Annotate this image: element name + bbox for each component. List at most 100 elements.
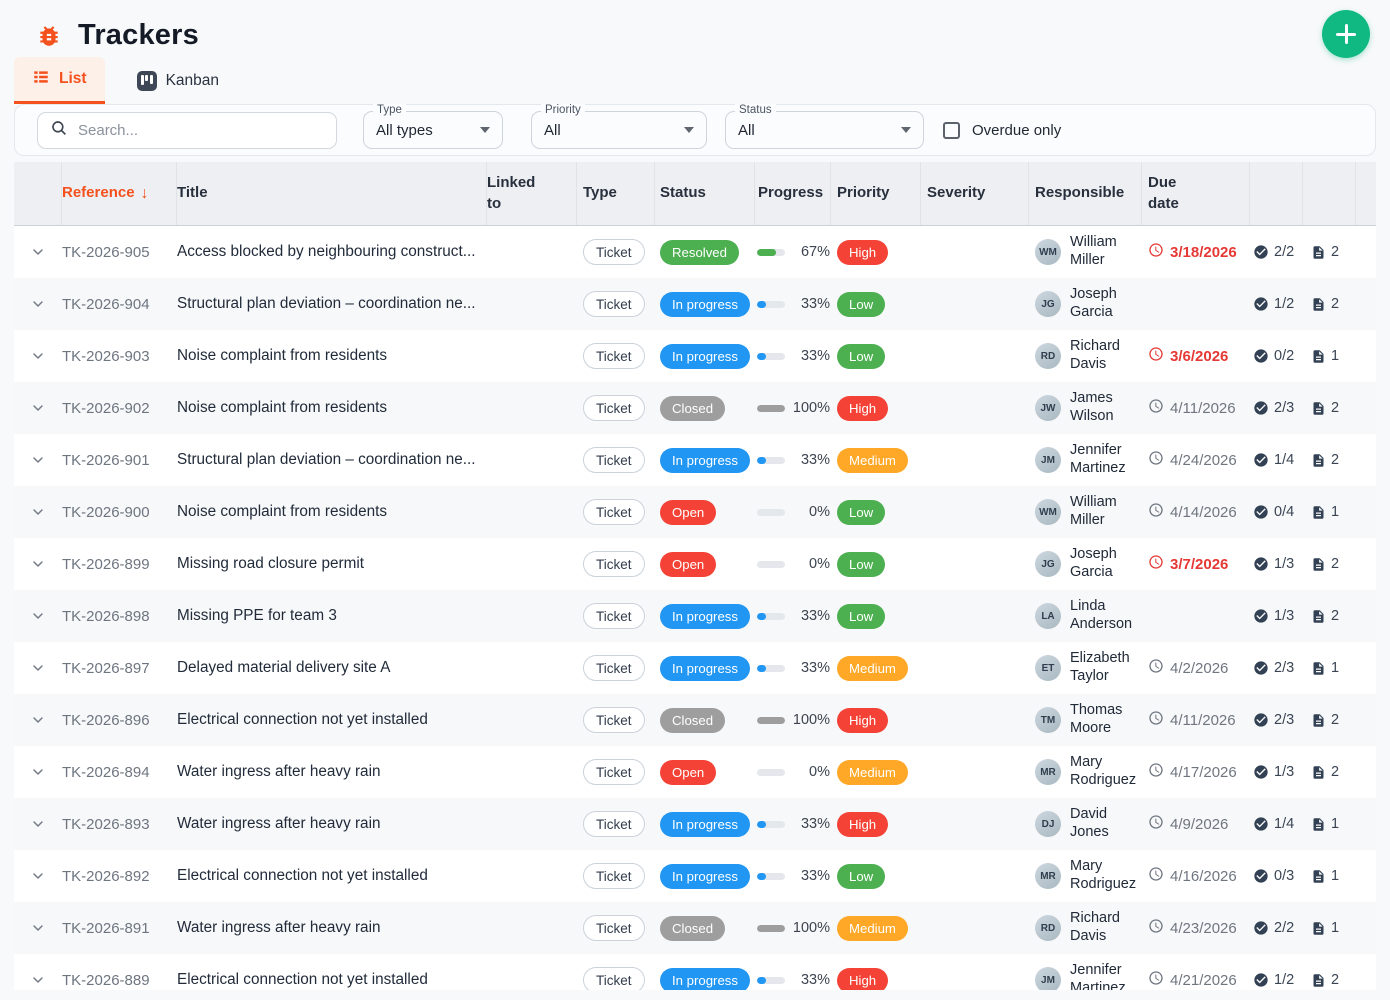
chevron-down-icon[interactable] [30,348,46,364]
progress-label: 33% [800,452,830,468]
docs-cell: 2 [1303,954,1356,990]
page-title: Trackers [78,19,199,51]
chevron-down-icon[interactable] [30,556,46,572]
header-end [1356,162,1376,225]
chevron-down-icon[interactable] [30,400,46,416]
priority-badge: High [837,707,889,733]
chevron-down-icon[interactable] [30,816,46,832]
header-status[interactable]: Status [655,162,755,225]
row-severity [921,902,1029,954]
table-row[interactable]: TK-2026-896 Electrical connection not ye… [14,694,1376,746]
progress-fill [757,248,776,256]
priority-badge: Low [837,551,886,577]
row-end-spacer [1356,798,1376,850]
progress-bar [757,768,785,776]
row-linked-to [487,330,577,382]
row-linked-to [487,538,577,590]
chevron-down-icon[interactable] [30,608,46,624]
header-reference[interactable]: Reference ↓ [62,162,177,225]
progress-fill [757,924,785,932]
due-date-cell: 4/17/2026 [1142,746,1250,798]
due-date: 3/18/2026 [1170,243,1237,261]
header-title[interactable]: Title [177,162,487,225]
checks-cell: 2/2 [1250,226,1303,278]
row-reference: TK-2026-898 [62,607,150,625]
chevron-down-icon[interactable] [30,764,46,780]
responsible-name: Joseph Garcia [1070,286,1117,320]
due-date: 4/14/2026 [1170,503,1237,521]
table-row[interactable]: TK-2026-904 Structural plan deviation – … [14,278,1376,330]
due-date-cell: 4/9/2026 [1142,798,1250,850]
chevron-down-icon[interactable] [30,712,46,728]
chevron-down-icon[interactable] [30,920,46,936]
row-linked-to [487,278,577,330]
row-end-spacer [1356,382,1376,434]
docs-count: 2 [1331,764,1340,780]
checks-cell: 2/3 [1250,642,1303,694]
list-icon [32,68,50,91]
row-title: Noise complaint from residents [177,399,387,416]
chevron-down-icon[interactable] [30,972,46,988]
priority-select[interactable]: Priority All [531,104,707,149]
due-date: 4/21/2026 [1170,971,1237,989]
tab-kanban-label: Kanban [165,71,220,89]
header-linked-to[interactable]: Linked to [487,162,577,225]
progress-label: 67% [800,244,830,260]
row-severity [921,278,1029,330]
avatar: MR [1035,863,1061,889]
header-progress[interactable]: Progress [755,162,831,225]
header-type[interactable]: Type [577,162,655,225]
header-responsible[interactable]: Responsible [1029,162,1142,225]
checks-count: 0/4 [1274,504,1295,520]
table-row[interactable]: TK-2026-894 Water ingress after heavy ra… [14,746,1376,798]
table-row[interactable]: TK-2026-892 Electrical connection not ye… [14,850,1376,902]
bug-icon [36,23,62,49]
header-priority[interactable]: Priority [831,162,921,225]
add-tracker-button[interactable] [1322,10,1370,58]
table-row[interactable]: TK-2026-901 Structural plan deviation – … [14,434,1376,486]
table-row[interactable]: TK-2026-900 Noise complaint from residen… [14,486,1376,538]
tab-list[interactable]: List [14,57,105,104]
type-chip: Ticket [583,499,645,525]
docs-cell: 1 [1303,850,1356,902]
status-badge: Open [660,551,717,577]
chevron-down-icon[interactable] [30,660,46,676]
status-select[interactable]: Status All [725,104,924,149]
type-select[interactable]: Type All types [363,104,503,149]
progress-label: 100% [792,712,830,728]
due-date: 4/9/2026 [1170,815,1229,833]
search-input[interactable] [78,121,324,139]
tab-kanban[interactable]: Kanban [119,57,237,104]
due-date-cell: 3/7/2026 [1142,538,1250,590]
table-row[interactable]: TK-2026-893 Water ingress after heavy ra… [14,798,1376,850]
responsible-name: David Jones [1070,806,1109,840]
chevron-down-icon[interactable] [30,868,46,884]
row-reference: TK-2026-901 [62,451,150,469]
row-title: Electrical connection not yet installed [177,867,428,884]
priority-badge: Low [837,863,886,889]
chevron-down-icon[interactable] [30,504,46,520]
overdue-only-filter[interactable]: Overdue only [943,121,1061,139]
table-row[interactable]: TK-2026-903 Noise complaint from residen… [14,330,1376,382]
checkbox-icon[interactable] [943,121,960,139]
table-row[interactable]: TK-2026-891 Water ingress after heavy ra… [14,902,1376,954]
table-row[interactable]: TK-2026-902 Noise complaint from residen… [14,382,1376,434]
priority-badge: Medium [837,915,908,941]
chevron-down-icon[interactable] [30,452,46,468]
checks-count: 2/2 [1274,920,1295,936]
docs-count: 1 [1331,660,1340,676]
table-row[interactable]: TK-2026-889 Electrical connection not ye… [14,954,1376,990]
row-end-spacer [1356,330,1376,382]
table-row[interactable]: TK-2026-897 Delayed material delivery si… [14,642,1376,694]
header-due-date[interactable]: Due date [1142,162,1250,225]
chevron-down-icon[interactable] [30,244,46,260]
table-row[interactable]: TK-2026-899 Missing road closure permit … [14,538,1376,590]
table-row[interactable]: TK-2026-898 Missing PPE for team 3 Ticke… [14,590,1376,642]
progress-label: 0% [809,556,830,572]
header-severity[interactable]: Severity [921,162,1029,225]
checks-count: 0/3 [1274,868,1295,884]
row-title: Water ingress after heavy rain [177,763,381,780]
progress-fill [757,404,785,412]
chevron-down-icon[interactable] [30,296,46,312]
table-row[interactable]: TK-2026-905 Access blocked by neighbouri… [14,226,1376,278]
